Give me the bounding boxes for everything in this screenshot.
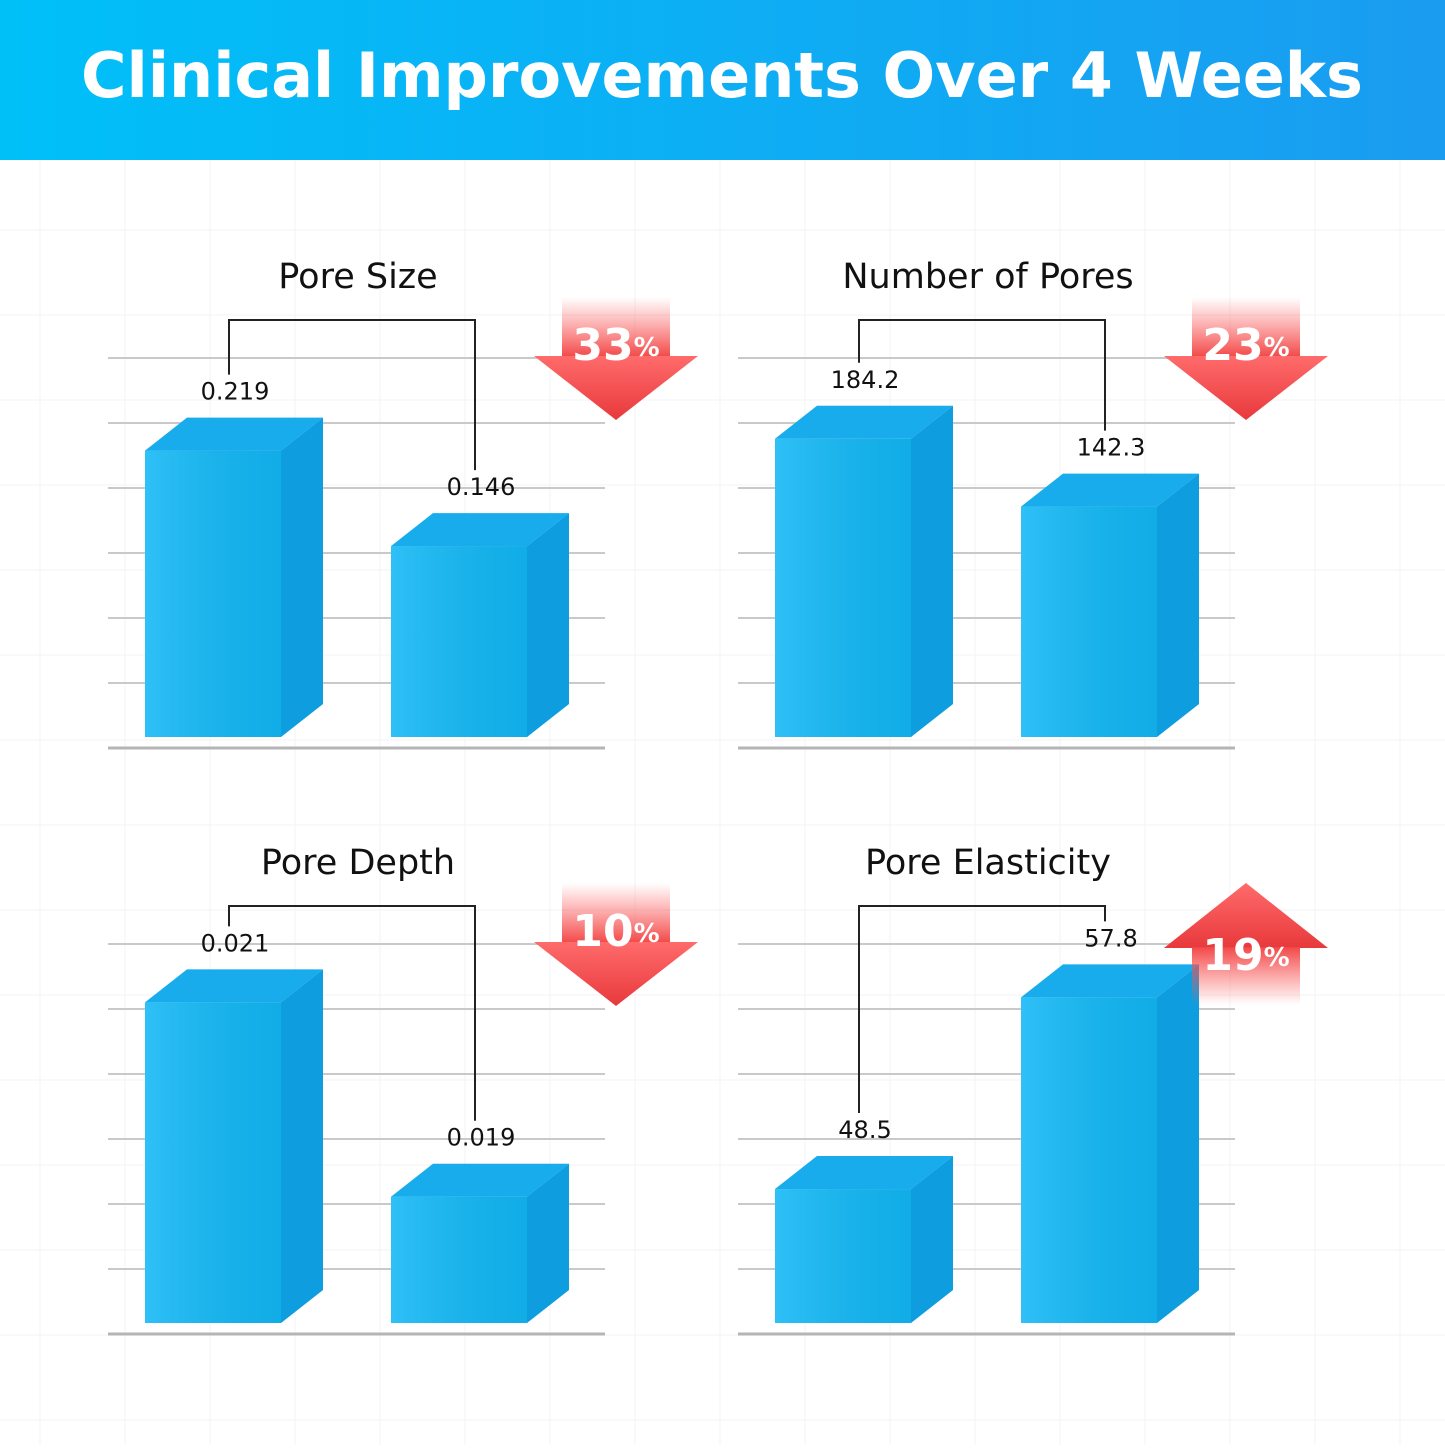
bar-shade bbox=[1021, 506, 1157, 737]
arrow-head bbox=[1164, 356, 1328, 420]
bar-shade bbox=[391, 546, 527, 737]
bar-top bbox=[391, 513, 569, 547]
bar-top bbox=[775, 405, 953, 439]
change-label: 33% bbox=[572, 320, 659, 371]
value-label: 0.219 bbox=[201, 378, 270, 406]
bar-top-shade bbox=[145, 417, 323, 451]
bar-side-shade bbox=[1157, 473, 1199, 737]
bar-top-shade bbox=[1021, 964, 1199, 998]
page-title: Clinical Improvements Over 4 Weeks bbox=[81, 39, 1363, 112]
value-label: 0.019 bbox=[447, 1124, 516, 1152]
arrow-head bbox=[534, 942, 698, 1006]
bracket bbox=[228, 905, 476, 1121]
bar-top-shade bbox=[145, 969, 323, 1003]
bar-side-shade bbox=[1157, 964, 1199, 1323]
arrow-head bbox=[1164, 883, 1328, 948]
bar-top bbox=[145, 969, 323, 1003]
bar-top-shade bbox=[391, 513, 569, 547]
bar-side-shade bbox=[911, 1156, 953, 1323]
bar-top-shade bbox=[775, 405, 953, 439]
bar-side bbox=[911, 405, 953, 737]
value-label: 184.2 bbox=[831, 366, 900, 394]
chart-title: Pore Elasticity bbox=[865, 843, 1111, 883]
bar-side-shade bbox=[911, 405, 953, 737]
bar-top bbox=[1021, 473, 1199, 507]
bracket bbox=[858, 319, 1106, 431]
bar-side bbox=[1157, 964, 1199, 1323]
bar-top-shade bbox=[391, 1163, 569, 1197]
bar-shade bbox=[775, 1189, 911, 1323]
chart-title: Pore Size bbox=[278, 257, 437, 297]
chart-title: Number of Pores bbox=[842, 257, 1133, 297]
chart: Number of Pores 184.2 142.3 23% bbox=[738, 257, 1328, 750]
arrow-shaft bbox=[1192, 947, 1300, 1005]
bar-side-shade bbox=[281, 969, 323, 1323]
value-label: 142.3 bbox=[1077, 434, 1146, 462]
bar-side-shade bbox=[281, 417, 323, 737]
value-label: 57.8 bbox=[1084, 924, 1137, 952]
chart: Pore Elasticity 48.5 57.8 19% bbox=[738, 843, 1328, 1336]
bar-shade bbox=[1021, 997, 1157, 1323]
arrow-shaft bbox=[1192, 297, 1300, 357]
bar-side bbox=[281, 417, 323, 737]
change-label: 19% bbox=[1202, 930, 1289, 981]
bar-side bbox=[911, 1156, 953, 1323]
bar-top bbox=[391, 1163, 569, 1197]
value-label: 0.146 bbox=[447, 473, 516, 501]
arrow-shaft bbox=[562, 297, 670, 357]
bar-side bbox=[527, 1163, 569, 1323]
value-label: 0.021 bbox=[201, 929, 270, 957]
bar-side bbox=[281, 969, 323, 1323]
header-band bbox=[0, 0, 1445, 160]
bar-top bbox=[775, 1156, 953, 1190]
bar-top-shade bbox=[775, 1156, 953, 1190]
bar-side-shade bbox=[527, 1163, 569, 1323]
chart: Pore Depth 0.021 0.019 10% bbox=[108, 843, 698, 1336]
bar-top-shade bbox=[1021, 473, 1199, 507]
bar-side-shade bbox=[527, 513, 569, 737]
arrow-shaft bbox=[562, 883, 670, 943]
bar-shade bbox=[775, 438, 911, 737]
value-label: 48.5 bbox=[838, 1116, 891, 1144]
bar-side bbox=[1157, 473, 1199, 737]
chart: Pore Size 0.219 0.146 33% bbox=[108, 257, 698, 750]
bar-shade bbox=[145, 450, 281, 737]
bracket bbox=[858, 905, 1106, 1114]
chart-title: Pore Depth bbox=[261, 843, 455, 883]
bar-shade bbox=[391, 1196, 527, 1323]
change-label: 23% bbox=[1202, 320, 1289, 371]
change-label: 10% bbox=[572, 906, 659, 957]
bracket bbox=[228, 319, 476, 471]
bar-side bbox=[527, 513, 569, 737]
bar-shade bbox=[145, 1002, 281, 1323]
arrow-head bbox=[534, 356, 698, 420]
bar-top bbox=[145, 417, 323, 451]
bar-top bbox=[1021, 964, 1199, 998]
